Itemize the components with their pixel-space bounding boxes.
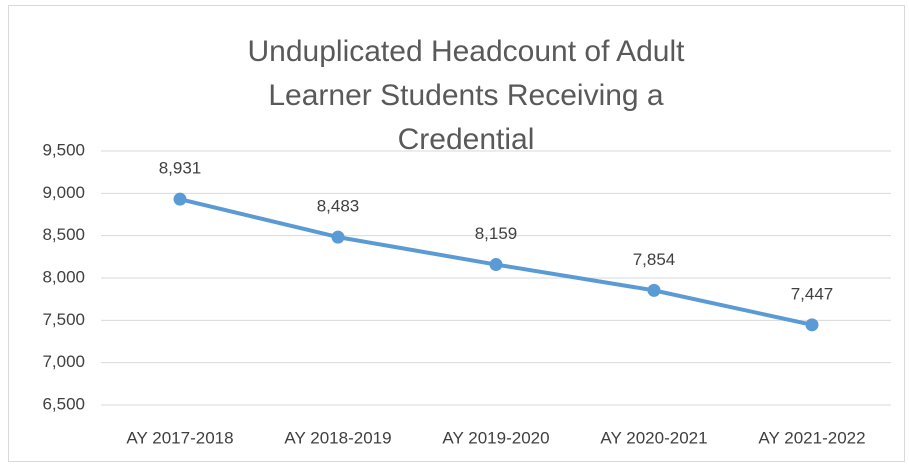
x-tick-label: AY 2018-2019 (284, 428, 391, 447)
y-tick-label: 7,000 (42, 352, 85, 371)
data-label: 8,483 (317, 197, 360, 216)
y-tick-label: 9,500 (42, 140, 85, 159)
point (647, 283, 661, 297)
y-tick-label: 8,000 (42, 267, 85, 286)
y-tick-label: 6,500 (42, 394, 85, 413)
x-tick-label: AY 2020-2021 (600, 428, 707, 447)
data-label: 7,854 (633, 250, 676, 269)
x-tick-label: AY 2017-2018 (126, 428, 233, 447)
data-label: 8,159 (475, 224, 518, 243)
chart-title: Unduplicated Headcount of Adult Learner … (247, 35, 685, 156)
y-tick-label: 9,000 (42, 183, 85, 202)
x-tick-label: AY 2021-2022 (758, 428, 865, 447)
y-tick-label: 7,500 (42, 310, 85, 329)
y-tick-label: 8,500 (42, 225, 85, 244)
data-label: 7,447 (791, 284, 834, 303)
data-label: 8,931 (159, 159, 202, 178)
chart-border (8, 5, 905, 462)
point (331, 230, 345, 244)
point (173, 192, 187, 206)
point (805, 318, 819, 332)
x-tick-label: AY 2019-2020 (442, 428, 549, 447)
point (489, 258, 503, 272)
